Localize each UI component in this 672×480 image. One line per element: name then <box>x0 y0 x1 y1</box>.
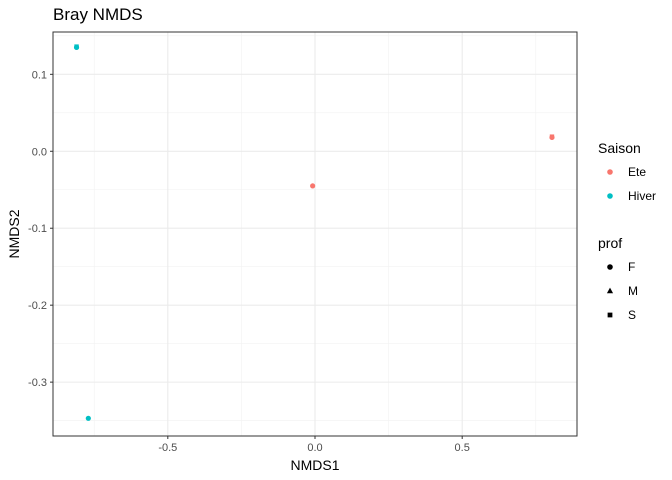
legend-title: Saison <box>598 140 641 156</box>
x-tick-label: -0.5 <box>158 442 177 454</box>
y-tick-label: 0.0 <box>32 146 47 158</box>
legend-label: S <box>628 308 636 322</box>
x-tick-label: 0.0 <box>307 442 322 454</box>
legend-title: prof <box>598 235 622 251</box>
legend-key <box>607 169 613 175</box>
plot-area <box>52 31 578 437</box>
y-tick-label: -0.3 <box>28 377 47 389</box>
legend-key <box>606 287 614 294</box>
x-tick-label: 0.5 <box>455 442 470 454</box>
legend-label: Ete <box>628 165 646 179</box>
legend-key <box>607 264 613 270</box>
data-point <box>549 134 555 141</box>
data-point <box>73 44 80 50</box>
y-tick-label: 0.1 <box>32 69 47 81</box>
legend: Saison Ete Hiver prof FMS <box>598 140 656 322</box>
data-point <box>310 183 316 189</box>
legend-label: Hiver <box>628 189 656 203</box>
y-tick-label: -0.1 <box>28 223 47 235</box>
legend-label: M <box>628 284 638 298</box>
y-axis: 0.1 0.0 -0.1 -0.2 -0.3 <box>28 69 53 389</box>
y-axis-title: NMDS2 <box>6 209 22 258</box>
grid-major <box>53 32 577 436</box>
legend-label: F <box>628 260 635 274</box>
y-tick-label: -0.2 <box>28 300 47 312</box>
data-points <box>73 44 555 421</box>
legend-key <box>607 193 613 199</box>
data-point <box>85 415 91 421</box>
chart-title: Bray NMDS <box>53 5 143 24</box>
legend-key <box>607 312 613 318</box>
x-axis: -0.5 0.0 0.5 <box>158 436 470 454</box>
x-axis-title: NMDS1 <box>290 457 339 473</box>
